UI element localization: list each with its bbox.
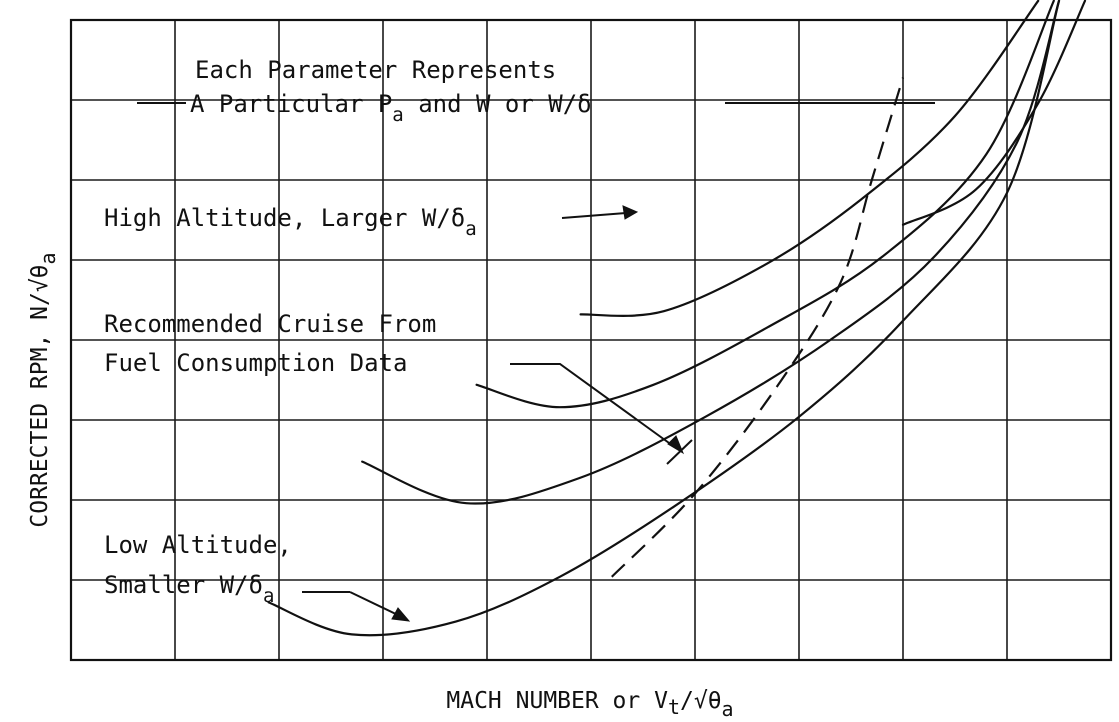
x-axis-label: MACH NUMBER or Vt/√θa <box>446 688 733 721</box>
low-altitude-label-line2: Smaller W/δa <box>104 571 274 607</box>
high-altitude-arrowhead <box>622 205 639 220</box>
recommended-label-line1: Recommended Cruise From <box>104 310 436 338</box>
recommended-arrowhead <box>667 435 685 455</box>
series-line-1 <box>901 0 1087 226</box>
high-altitude-label: High Altitude, Larger W/δa <box>104 204 477 240</box>
recommended-cruise-dashed-line <box>611 77 905 578</box>
series-line-4 <box>361 0 1061 505</box>
series-line-3 <box>475 0 1055 409</box>
y-axis-label: CORRECTED RPM, N/√θa <box>27 252 60 527</box>
recommended-label-line2: Fuel Consumption Data <box>104 349 407 377</box>
curves <box>267 0 1087 637</box>
high-altitude-arrow-line <box>561 212 627 219</box>
recommended-leader <box>510 363 677 449</box>
low-altitude-label-line1: Low Altitude, <box>104 531 292 559</box>
parameter-note-line2: A Particular Pa and W or W/δ <box>190 90 592 126</box>
series-line-5 <box>267 0 1061 637</box>
plot-frame <box>69 18 1113 662</box>
recommended-cruise-dashed-curve-group <box>611 77 905 578</box>
low-altitude-arrow-line <box>349 591 401 617</box>
low-altitude-arrowhead <box>391 607 411 622</box>
recommended-tick <box>666 439 693 465</box>
parameter-note-line1: Each Parameter Represents <box>195 56 556 84</box>
series-line-2 <box>579 0 1040 317</box>
grid <box>71 20 1111 660</box>
